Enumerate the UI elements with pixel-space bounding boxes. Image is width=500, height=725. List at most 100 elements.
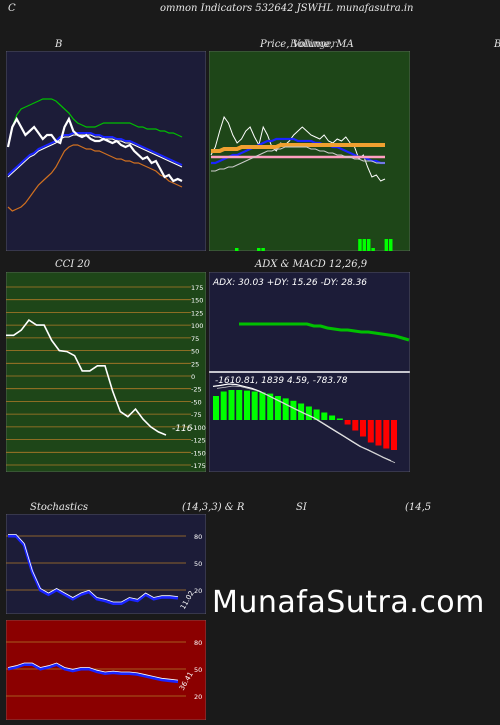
cci-tick-label: 125 (191, 309, 203, 317)
cci-tick-label: 175 (191, 284, 203, 292)
rsi-gridlines: 80 50 20 (6, 639, 202, 701)
brand-watermark: MunafaSutra.com (212, 585, 485, 620)
macd-histogram-bar (213, 396, 219, 420)
volume-bar (389, 239, 393, 251)
stochastics-title: Stochastics (30, 502, 88, 513)
macd-histogram-bar (290, 400, 297, 420)
price-ma-lines (210, 115, 386, 182)
macd-histogram-bar (228, 390, 235, 420)
macd-histogram-bar (305, 406, 312, 420)
cci-tick-label: 75 (191, 335, 199, 343)
indicator-signal-line (8, 534, 179, 603)
macd-histogram-bar (267, 393, 274, 420)
tick-label: 50 (194, 666, 202, 674)
bb-middle-shadow (7, 134, 183, 178)
macd-histogram-bar (344, 420, 351, 425)
tick-label: 80 (194, 639, 202, 647)
adx-lines (239, 322, 410, 342)
macd-histogram-bar (321, 412, 328, 420)
cci-gridlines: 175 150 125 100 75 50 25 0 -25 -50 -75 -100 -125 -150… (6, 284, 206, 470)
bollinger-b-title: B (55, 39, 63, 50)
cci-tick-label: -100 (191, 424, 206, 432)
tick-label: 50 (194, 560, 202, 568)
bb-price-line (6, 116, 183, 183)
macd-histogram-bar (383, 420, 390, 449)
macd-histogram-bar (375, 420, 382, 446)
corner-letter: C (8, 3, 16, 14)
cci-panel-bg (6, 272, 206, 472)
macd-histogram-bar (329, 415, 336, 420)
macd-histogram-bar (259, 392, 266, 420)
macd-readout: -1610.81, 1839 4.59, -783.78 (215, 376, 348, 386)
price-volume-ma-chart (209, 51, 410, 251)
cci-tick-label: -50 (191, 398, 202, 406)
adx-readout: ADX: 30.03 +DY: 15.26 -DY: 28.36 (212, 278, 367, 288)
stochastics-params: (14,3,3) & R (182, 502, 245, 513)
tick-label: 20 (194, 693, 202, 701)
pv-price-line (210, 115, 386, 182)
macd-histogram-bar (244, 390, 250, 420)
adx-macd-title: ADX & MACD 12,26,9 (255, 259, 368, 270)
indicator-line (8, 534, 179, 605)
bollinger-overlay-text: Bollinger (290, 39, 337, 50)
cci-tick-label: 25 (191, 360, 199, 368)
volume-bar (384, 239, 389, 251)
macd-histogram-bar (282, 398, 289, 420)
si-title: SI (296, 502, 307, 513)
macd-histogram-bar (360, 420, 366, 437)
cci-tick-label: 0 (191, 373, 195, 381)
macd-histogram-bar (352, 420, 359, 431)
macd-histogram-bar (236, 390, 243, 420)
volume-bar (367, 239, 371, 251)
macd-histogram-bar (313, 409, 320, 420)
pv-ma_gray-line (211, 146, 385, 172)
volume-bar (235, 248, 239, 251)
indicator-line (7, 662, 179, 684)
macd-histogram (213, 390, 397, 450)
rsi-panel-bg (6, 620, 206, 720)
tick-label: 20 (194, 587, 202, 595)
rsi-lines (7, 662, 179, 684)
cci-tick-label: -25 (191, 386, 202, 394)
adx-line (239, 322, 410, 342)
cci-tick-label: -175 (191, 462, 206, 470)
volume-bar (362, 239, 367, 251)
pv-ma_orange-line (211, 143, 385, 153)
cci-chart: 175 150 125 100 75 50 25 0 -25 -50 -75 -100 -125 -150… (6, 272, 206, 472)
macd-histogram-bar (220, 391, 227, 420)
macd-lines (212, 383, 396, 464)
volume-bar (257, 248, 261, 251)
adx-panel-bg (209, 272, 410, 372)
stoch-gridlines: 80 50 20 (6, 533, 202, 595)
volume-bar (371, 248, 375, 251)
macd-histogram-bar (367, 420, 374, 443)
macd-histogram-bar (336, 418, 343, 420)
cci-tick-label: -75 (191, 411, 202, 419)
tick-label: 80 (194, 533, 202, 541)
page-title: ommon Indicators 532642 JSWHL munafasutr… (160, 3, 414, 14)
cci-tick-label: -125 (191, 437, 206, 445)
right-cut-letter: B (494, 39, 500, 50)
cci-line (6, 319, 167, 436)
cci-tick-label: 150 (191, 297, 203, 305)
macd-histogram-bar (251, 391, 258, 420)
cci-tick-label: 50 (191, 348, 199, 356)
bollinger-chart (6, 51, 206, 251)
macd-signal-line (216, 385, 396, 464)
volume-bar (358, 239, 362, 251)
cci-title: CCI 20 (55, 259, 91, 270)
indicator-signal-line (7, 662, 179, 681)
price-volume-ma-title: Price, Volume, MA (260, 39, 354, 50)
stoch-lines (8, 534, 179, 605)
cci-line-group (6, 319, 167, 436)
cci-tick-label: 100 (191, 322, 203, 330)
pv-ma_blue-line (211, 137, 385, 165)
bollinger-lines (6, 98, 183, 212)
bb-lower-line (7, 144, 183, 212)
adx-macd-chart: ADX: 30.03 +DY: 15.26 -DY: 28.36 -1610.8… (209, 272, 410, 472)
si-params: (14,5 (405, 502, 432, 513)
cci-tick-label: -150 (191, 449, 206, 457)
macd-histogram-bar (274, 396, 281, 420)
volume-bar (261, 248, 265, 251)
